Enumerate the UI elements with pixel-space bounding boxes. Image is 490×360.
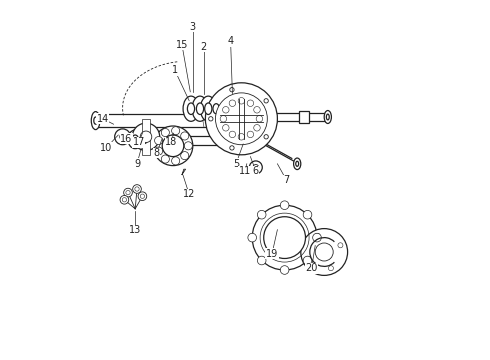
Circle shape [138,192,147,201]
Circle shape [257,256,266,265]
Circle shape [230,87,234,92]
Ellipse shape [196,103,204,114]
Circle shape [140,131,152,143]
Circle shape [303,256,312,265]
Circle shape [123,188,132,197]
Ellipse shape [141,135,147,144]
Circle shape [172,127,180,135]
Text: 9: 9 [134,159,140,169]
Circle shape [162,135,184,157]
Text: 17: 17 [133,137,145,147]
Circle shape [280,266,289,274]
Ellipse shape [324,111,331,123]
Circle shape [301,229,347,275]
Text: 11: 11 [239,166,251,176]
Circle shape [140,194,145,198]
Ellipse shape [137,130,151,149]
Text: 20: 20 [305,263,318,273]
Circle shape [338,243,343,248]
Circle shape [132,123,160,150]
Text: 7: 7 [283,175,290,185]
Circle shape [303,210,312,219]
Circle shape [153,126,193,166]
Text: 4: 4 [227,36,234,46]
Circle shape [328,266,333,271]
Text: 1: 1 [172,65,178,75]
Circle shape [205,83,277,155]
Circle shape [154,147,163,155]
Circle shape [280,201,289,210]
Circle shape [305,256,311,261]
Ellipse shape [326,114,329,120]
Text: 13: 13 [129,225,141,235]
Ellipse shape [192,96,208,121]
Ellipse shape [128,130,143,149]
Circle shape [233,111,249,127]
Ellipse shape [200,96,216,121]
Circle shape [249,161,262,174]
Text: 2: 2 [200,42,207,52]
Text: 18: 18 [165,137,177,147]
Ellipse shape [205,103,212,114]
Circle shape [161,155,170,163]
Ellipse shape [294,158,301,170]
Bar [299,111,309,123]
Circle shape [120,195,129,204]
Ellipse shape [132,135,139,144]
Circle shape [154,136,163,145]
Circle shape [135,187,139,191]
Ellipse shape [296,161,298,166]
Circle shape [126,190,130,195]
Circle shape [115,129,130,145]
Circle shape [133,185,141,193]
Text: 12: 12 [183,189,196,199]
Circle shape [230,146,234,150]
Text: 15: 15 [176,40,188,50]
Circle shape [257,210,266,219]
Circle shape [172,157,180,165]
Ellipse shape [166,130,180,149]
Circle shape [181,132,189,140]
Circle shape [248,233,257,242]
Circle shape [209,117,213,121]
Circle shape [122,198,126,202]
Text: 5: 5 [233,159,239,169]
Text: 8: 8 [154,148,160,158]
Ellipse shape [213,104,220,114]
Text: 14: 14 [97,114,109,124]
Circle shape [264,135,269,139]
Circle shape [315,233,320,238]
Text: 19: 19 [266,249,278,259]
Circle shape [161,129,170,136]
Circle shape [315,243,333,261]
Text: 3: 3 [190,22,196,32]
Ellipse shape [187,103,195,114]
Ellipse shape [235,135,241,146]
Circle shape [184,142,193,150]
Text: 16: 16 [120,134,132,144]
Ellipse shape [170,135,176,144]
Circle shape [181,152,189,160]
Text: 6: 6 [253,166,259,176]
Circle shape [264,99,269,103]
Ellipse shape [91,112,100,130]
Circle shape [264,217,305,258]
Bar [220,136,232,145]
Circle shape [253,165,259,170]
Ellipse shape [209,97,223,120]
Circle shape [313,233,321,242]
Circle shape [120,134,125,140]
Ellipse shape [183,96,199,121]
Bar [143,119,149,154]
Ellipse shape [237,138,239,143]
Text: 10: 10 [100,143,113,153]
Circle shape [216,93,268,145]
Ellipse shape [94,117,98,124]
Circle shape [252,205,317,270]
